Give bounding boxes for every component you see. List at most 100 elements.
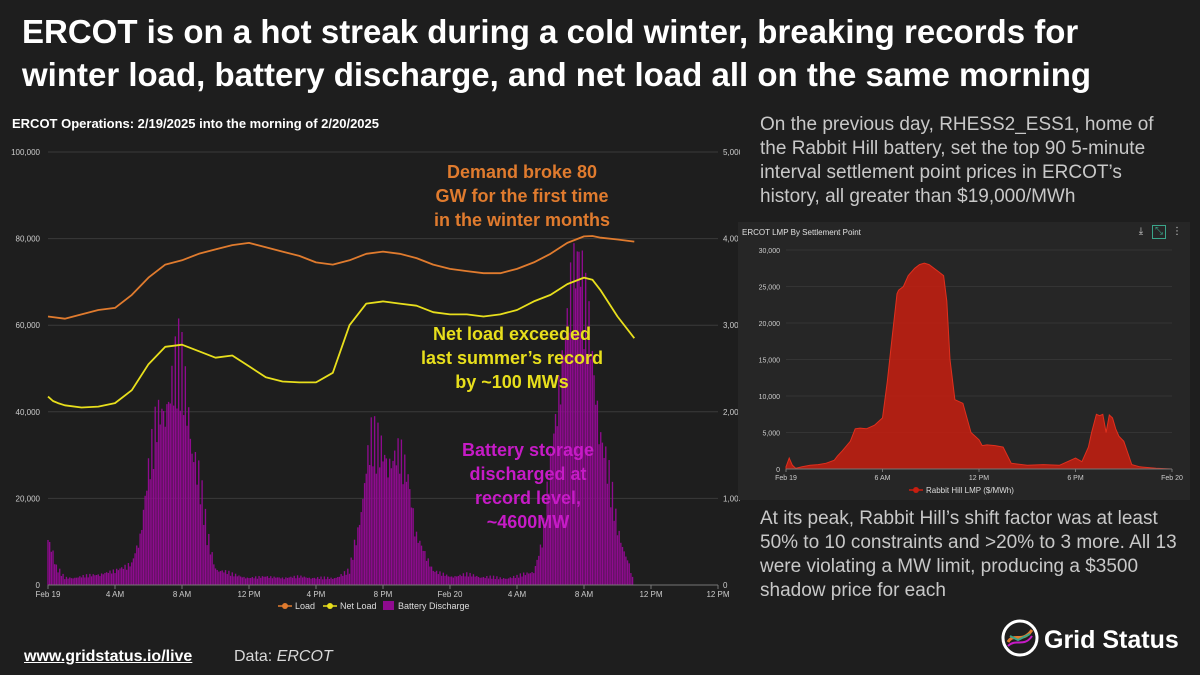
battery-discharge-bar: [80, 577, 83, 585]
battery-discharge-bar: [196, 484, 198, 585]
x-tick-label: 8 AM: [575, 590, 594, 599]
battery-discharge-bar: [271, 578, 274, 585]
lmp-y-tick-label: 30,000: [759, 248, 781, 255]
battery-discharge-bar: [360, 512, 362, 585]
legend-label: Load: [295, 601, 315, 611]
battery-discharge-bar: [198, 460, 200, 585]
battery-discharge-bar: [177, 318, 180, 585]
battery-discharge-bar: [603, 457, 605, 585]
battery-discharge-bar: [343, 571, 346, 585]
battery-discharge-bar: [514, 577, 516, 585]
battery-discharge-bar: [300, 575, 302, 585]
x-tick-label: 12 PM: [237, 590, 260, 599]
battery-discharge-bar: [486, 576, 488, 585]
battery-discharge-bar: [507, 578, 510, 585]
download-icon[interactable]: ⤓: [1138, 226, 1144, 237]
battery-discharge-bar: [144, 495, 146, 585]
battery-discharge-bar: [109, 570, 111, 585]
battery-discharge-bar: [122, 568, 125, 585]
battery-discharge-bar: [181, 332, 183, 585]
battery-discharge-bar: [445, 574, 448, 585]
main-legend: Load Net Load Battery Discharge: [278, 601, 470, 611]
battery-discharge-bar: [422, 550, 424, 585]
battery-discharge-bar: [325, 579, 327, 585]
battery-discharge-bar: [131, 562, 133, 585]
battery-discharge-bar: [385, 458, 388, 585]
battery-discharge-bar: [496, 576, 498, 585]
battery-discharge-bar: [606, 483, 609, 585]
battery-discharge-bar: [191, 453, 193, 585]
battery-discharge-bar: [392, 460, 394, 585]
battery-discharge-bar: [512, 575, 515, 585]
battery-discharge-bar: [105, 572, 108, 585]
battery-discharge-bar: [405, 481, 408, 585]
battery-discharge-bar: [89, 573, 91, 585]
battery-discharge-bar: [320, 576, 322, 585]
x-tick-label: 4 AM: [106, 590, 125, 599]
battery-discharge-bar: [384, 454, 386, 585]
gridstatus-live-link[interactable]: www.gridstatus.io/live: [24, 648, 193, 665]
battery-discharge-bar: [551, 454, 553, 585]
battery-discharge-bar: [521, 576, 523, 585]
battery-discharge-bar: [576, 251, 578, 586]
battery-discharge-bar: [574, 288, 577, 585]
battery-discharge-bar: [318, 578, 321, 585]
battery-discharge-bar: [628, 563, 630, 585]
ercot-operations-chart: 0 20,000 40,000 60,000 80,000 100,000 0 1,000 2,…: [11, 148, 740, 611]
y-right-tick-label: 3,000: [723, 321, 740, 330]
battery-discharge-bar: [193, 462, 195, 585]
battery-discharge-bar: [62, 573, 64, 585]
battery-discharge-bar: [183, 415, 185, 585]
battery-discharge-bar: [569, 262, 572, 585]
battery-discharge-bar: [253, 578, 255, 585]
battery-discharge-bar: [616, 535, 619, 585]
battery-discharge-bar: [260, 577, 262, 585]
logo-text: Grid Status: [1044, 626, 1179, 654]
battery-discharge-bar: [479, 577, 481, 585]
battery-discharge-bar: [52, 550, 54, 585]
y-right-tick-label: 4,000: [723, 235, 740, 244]
data-source-name: ERCOT: [276, 648, 333, 665]
battery-discharge-bar: [291, 577, 294, 585]
battery-discharge-bar: [327, 576, 329, 585]
battery-discharge-bar: [591, 351, 594, 585]
battery-discharge-bar: [531, 572, 533, 585]
battery-discharge-bar: [585, 272, 587, 585]
battery-discharge-bar: [149, 479, 151, 585]
battery-discharge-bar: [626, 560, 629, 585]
battery-discharge-bar: [208, 533, 210, 585]
main-chart-title: ERCOT Operations: 2/19/2025 into the mor…: [12, 116, 379, 131]
battery-discharge-bar: [335, 577, 337, 585]
battery-discharge-bar: [250, 578, 252, 585]
battery-discharge-bar: [506, 578, 508, 585]
lmp-legend-label: Rabbit Hill LMP ($/MWh): [926, 486, 1014, 495]
battery-discharge-bar: [156, 442, 158, 585]
battery-discharge-bar: [504, 578, 506, 585]
battery-discharge-bar: [47, 539, 49, 585]
battery-discharge-bar: [92, 574, 94, 585]
battery-discharge-bar: [566, 308, 568, 585]
battery-discharge-bar: [462, 573, 465, 585]
x-tick-label: 8 AM: [173, 590, 192, 599]
battery-discharge-bar: [239, 576, 242, 585]
battery-discharge-bar: [189, 438, 192, 585]
y-left-tick-label: 60,000: [16, 321, 41, 330]
battery-discharge-bar: [435, 570, 438, 585]
battery-discharge-bar: [350, 557, 352, 585]
annotation-line: Demand broke 80: [447, 162, 597, 182]
x-tick-label: 4 AM: [508, 590, 527, 599]
battery-discharge-bar: [157, 399, 160, 585]
battery-discharge-bar: [67, 578, 69, 585]
battery-discharge-bar: [559, 404, 562, 585]
battery-discharge-bar: [373, 416, 376, 585]
battery-discharge-bar: [437, 574, 439, 585]
battery-discharge-bar: [528, 573, 530, 585]
battery-discharge-bar: [126, 569, 128, 585]
battery-discharge-bar: [256, 578, 259, 585]
battery-discharge-bar: [281, 577, 284, 585]
expand-icon[interactable]: ⤡: [1152, 225, 1166, 239]
battery-discharge-bar: [389, 458, 391, 585]
more-options-icon[interactable]: ⋮: [1172, 226, 1182, 237]
battery-discharge-bar: [536, 559, 538, 585]
battery-discharge-bar: [116, 568, 118, 585]
